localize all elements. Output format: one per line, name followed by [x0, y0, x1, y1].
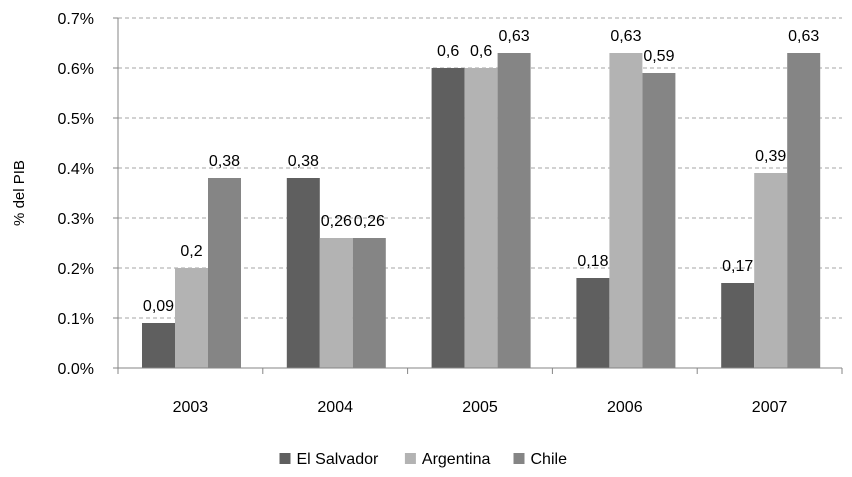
bar [352, 238, 386, 368]
legend-swatch [513, 453, 525, 464]
bars [142, 53, 821, 368]
bar [721, 283, 755, 368]
y-tick-label: 0.0% [58, 361, 94, 378]
data-label: 0,09 [143, 298, 174, 315]
y-axis-title: % del PIB [11, 160, 28, 226]
y-tick-label: 0.5% [58, 111, 94, 128]
legend-swatch [279, 453, 291, 464]
data-label: 0,38 [288, 153, 319, 170]
axes: 0.0% 0.1% 0.2% 0.3% 0.4% 0.5% 0.6% 0.7% 2003 2004… [58, 11, 843, 416]
x-tick-label: 2003 [173, 399, 209, 416]
y-tick-label: 0.4% [58, 161, 94, 178]
bar [497, 53, 531, 368]
data-label: 0,63 [788, 28, 819, 45]
y-tick-label: 0.2% [58, 261, 94, 278]
data-label: 0,63 [610, 28, 641, 45]
legend-swatch [404, 453, 416, 464]
bar [208, 178, 241, 368]
y-tick-label: 0.7% [58, 11, 94, 28]
bar [642, 73, 676, 368]
data-label: 0,38 [209, 153, 240, 170]
bar [142, 323, 175, 368]
y-tick-label: 0.3% [58, 211, 94, 228]
data-label: 0,6 [470, 43, 492, 60]
data-label: 0,63 [499, 28, 530, 45]
data-label: 0,17 [722, 258, 753, 275]
x-tick-label: 2006 [607, 399, 643, 416]
legend-label: Chile [531, 451, 568, 468]
bar [431, 68, 465, 368]
data-label: 0,2 [180, 243, 202, 260]
data-label: 0,6 [437, 43, 459, 60]
data-label: 0,59 [643, 48, 674, 65]
x-tick-label: 2005 [462, 399, 498, 416]
y-tick-label: 0.1% [58, 311, 94, 328]
bar [464, 68, 498, 368]
data-label: 0,26 [321, 213, 352, 230]
x-tick-label: 2007 [752, 399, 788, 416]
y-tick-label: 0.6% [58, 61, 94, 78]
data-label: 0,26 [354, 213, 385, 230]
bar [286, 178, 320, 368]
legend: El Salvador Argentina Chile [279, 451, 568, 468]
bar [787, 53, 821, 368]
bar [609, 53, 643, 368]
legend-label: Argentina [422, 451, 491, 468]
x-tick-label: 2004 [317, 399, 353, 416]
bar [319, 238, 353, 368]
data-label: 0,39 [755, 148, 786, 165]
bar [175, 268, 208, 368]
bar [754, 173, 788, 368]
legend-label: El Salvador [297, 451, 379, 468]
data-labels: 0,09 0,2 0,38 0,38 0,26 0,26 0,6 0,6 0,63 0,18 0,6… [143, 28, 819, 315]
data-label: 0,18 [577, 253, 608, 270]
bar [576, 278, 610, 368]
